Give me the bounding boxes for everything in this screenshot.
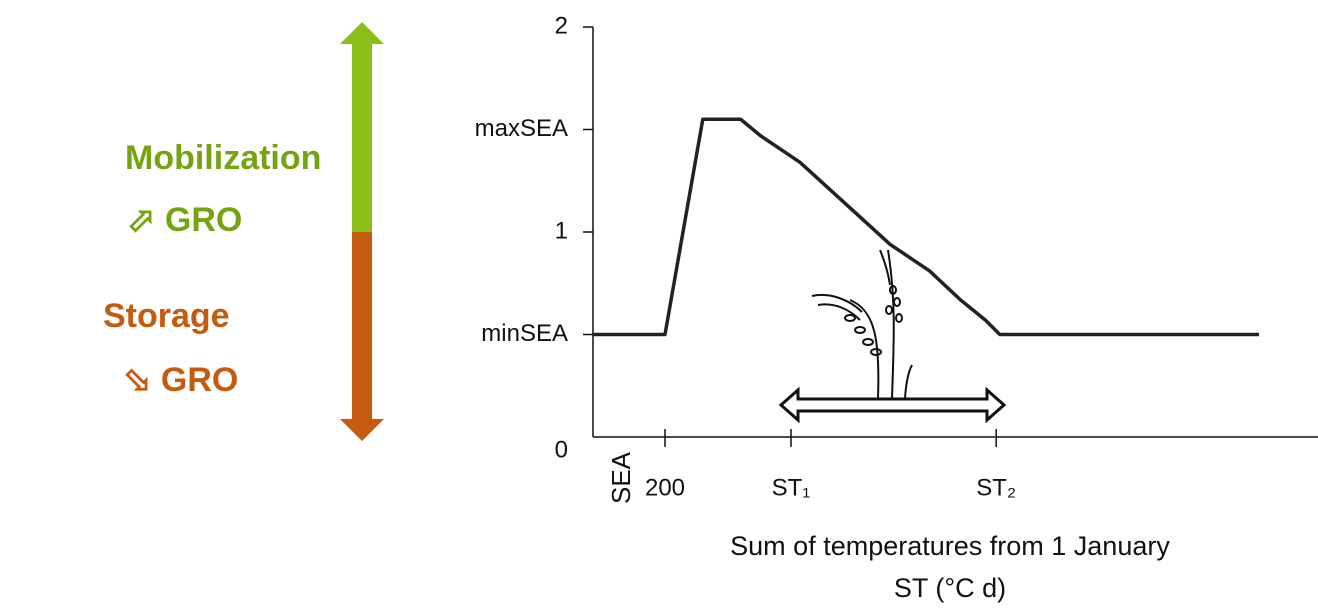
y-tick-label: 1 [555,217,568,244]
y-tick-label: 2 [555,12,568,39]
x-tick-label: ST₁ [772,474,811,501]
y-tick-label: maxSEA [475,115,568,142]
period-arrow [778,386,1007,424]
arrow-head-down [340,419,384,441]
wheat-icon [811,249,913,399]
annotation: Mobilization [125,139,321,177]
arrow-head-up [340,22,384,44]
y-tick-label: 0 [555,436,568,463]
x-tick-label: ST₂ [976,474,1016,501]
x-axis-title: ST (°C d) [894,573,1006,603]
annotation: ⬂ GRO [123,361,238,399]
sea-curve [593,117,1259,337]
y-axis-title: SEA [606,451,636,504]
x-tick-label: 200 [645,474,685,501]
x-axis-title: Sum of temperatures from 1 January [730,531,1170,561]
mobilization-bar [352,43,372,233]
annotation: ⬀ GRO [127,201,242,239]
annotation: Storage [103,297,230,335]
y-tick-label: minSEA [481,320,568,347]
storage-bar [352,232,372,420]
